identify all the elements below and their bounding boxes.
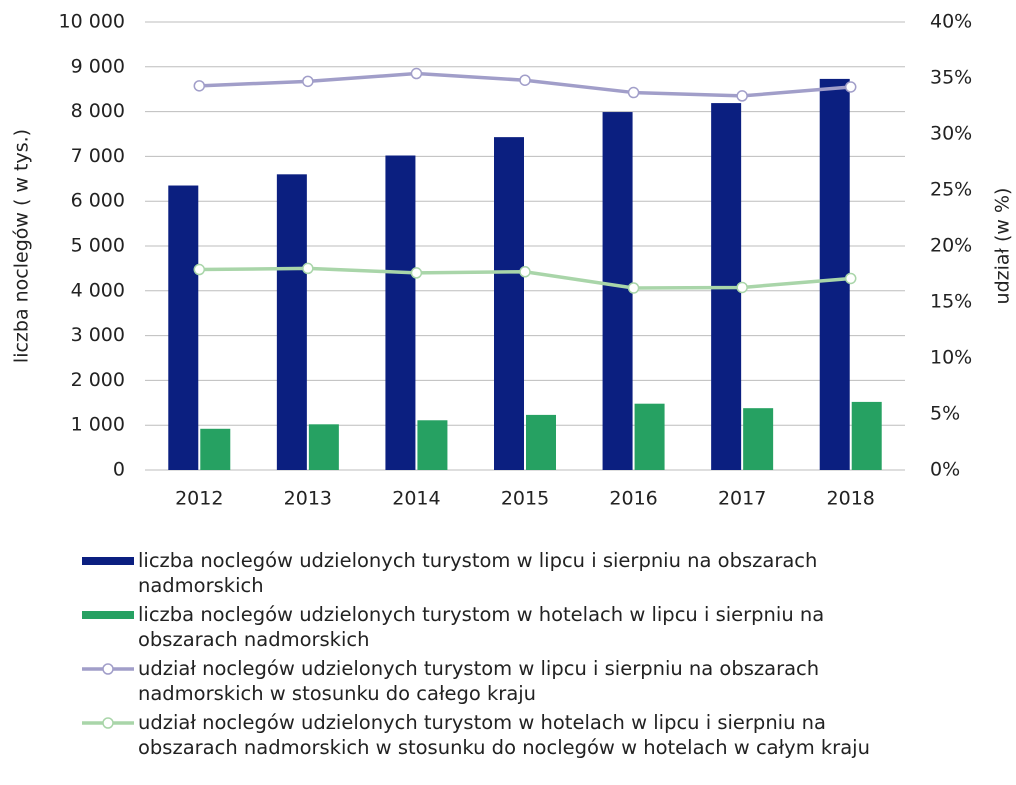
y-tick-label: 10 000 [59,11,125,33]
y-tick-label: 6 000 [71,190,125,212]
y-tick-label: 1 000 [71,414,125,436]
line-marker [736,90,748,102]
legend-box [82,611,134,619]
line-marker [627,282,640,294]
y-tick-label: 5 000 [71,235,125,257]
y2-tick-label: 35% [930,67,972,89]
line-marker [410,67,423,80]
x-tick-label: 2012 [175,488,223,510]
legend-label: udział noclegów udzielonych turystom w l… [138,657,820,705]
bar [276,174,307,470]
legend-label: liczba noclegów udzielonych turystom w h… [138,603,825,651]
y2-tick-label: 40% [930,11,972,33]
legend-box [82,557,134,565]
line-marker [302,262,314,275]
y2-tick-label: 30% [930,123,972,145]
x-tick-label: 2017 [718,488,766,510]
legend-marker [102,663,114,675]
y-tick-label: 2 000 [71,369,125,391]
y2-tick-label: 20% [930,235,972,257]
line-marker [410,267,423,279]
y-tick-label: 0 [113,459,125,481]
line-marker [302,75,314,88]
y-tick-label: 8 000 [71,100,125,122]
x-tick-label: 2018 [827,488,875,510]
y2-tick-label: 10% [930,347,972,369]
line-marker [844,81,857,93]
bar [385,155,416,470]
bar [634,403,665,470]
line-marker [736,281,748,294]
x-tick-label: 2014 [392,488,440,510]
bar [819,78,850,471]
y-tick-label: 3 000 [71,324,125,346]
line-marker [519,74,531,86]
line-marker [519,266,531,278]
x-tick-label: 2015 [501,488,549,510]
x-tick-label: 2016 [609,488,657,510]
chart: liczba noclegów ( w tys.) udział (w %) 0… [11,11,1014,510]
bar [743,408,774,470]
legend-swatch [82,611,134,619]
y2-tick-label: 5% [930,403,960,425]
line-marker [844,272,857,285]
legend-item: liczba noclegów udzielonych turystom w l… [80,548,940,598]
bar [200,428,231,470]
y2-axis-title: udział (w %) [992,188,1014,305]
bar [417,420,448,470]
y-tick-label: 7 000 [71,145,125,167]
bar [168,185,199,470]
y-tick-label: 4 000 [71,279,125,301]
bar [494,137,524,471]
y2-tick-label: 15% [930,291,972,313]
legend-swatch [82,663,134,675]
line-marker [627,86,640,99]
y2-tick-label: 25% [930,179,972,201]
legend-item: liczba noclegów udzielonych turystom w h… [80,602,940,652]
bar [526,414,556,470]
y2-tick-label: 0% [930,459,960,481]
legend-item: udział noclegów udzielonych turystom w l… [80,656,940,706]
bar [308,424,339,470]
line-marker [193,80,206,92]
x-tick-label: 2013 [284,488,332,510]
legend-swatch [82,557,134,565]
legend-label: liczba noclegów udzielonych turystom w l… [138,549,818,597]
legend: liczba noclegów udzielonych turystom w l… [80,548,940,764]
line-marker [193,263,206,276]
legend-marker [102,717,114,729]
legend-swatch [82,717,134,729]
bar [602,112,633,470]
y-tick-label: 9 000 [71,55,125,77]
bar [851,401,882,470]
y-axis-title: liczba noclegów ( w tys.) [11,129,33,363]
legend-label: udział noclegów udzielonych turystom w h… [138,711,870,759]
legend-item: udział noclegów udzielonych turystom w h… [80,710,940,760]
